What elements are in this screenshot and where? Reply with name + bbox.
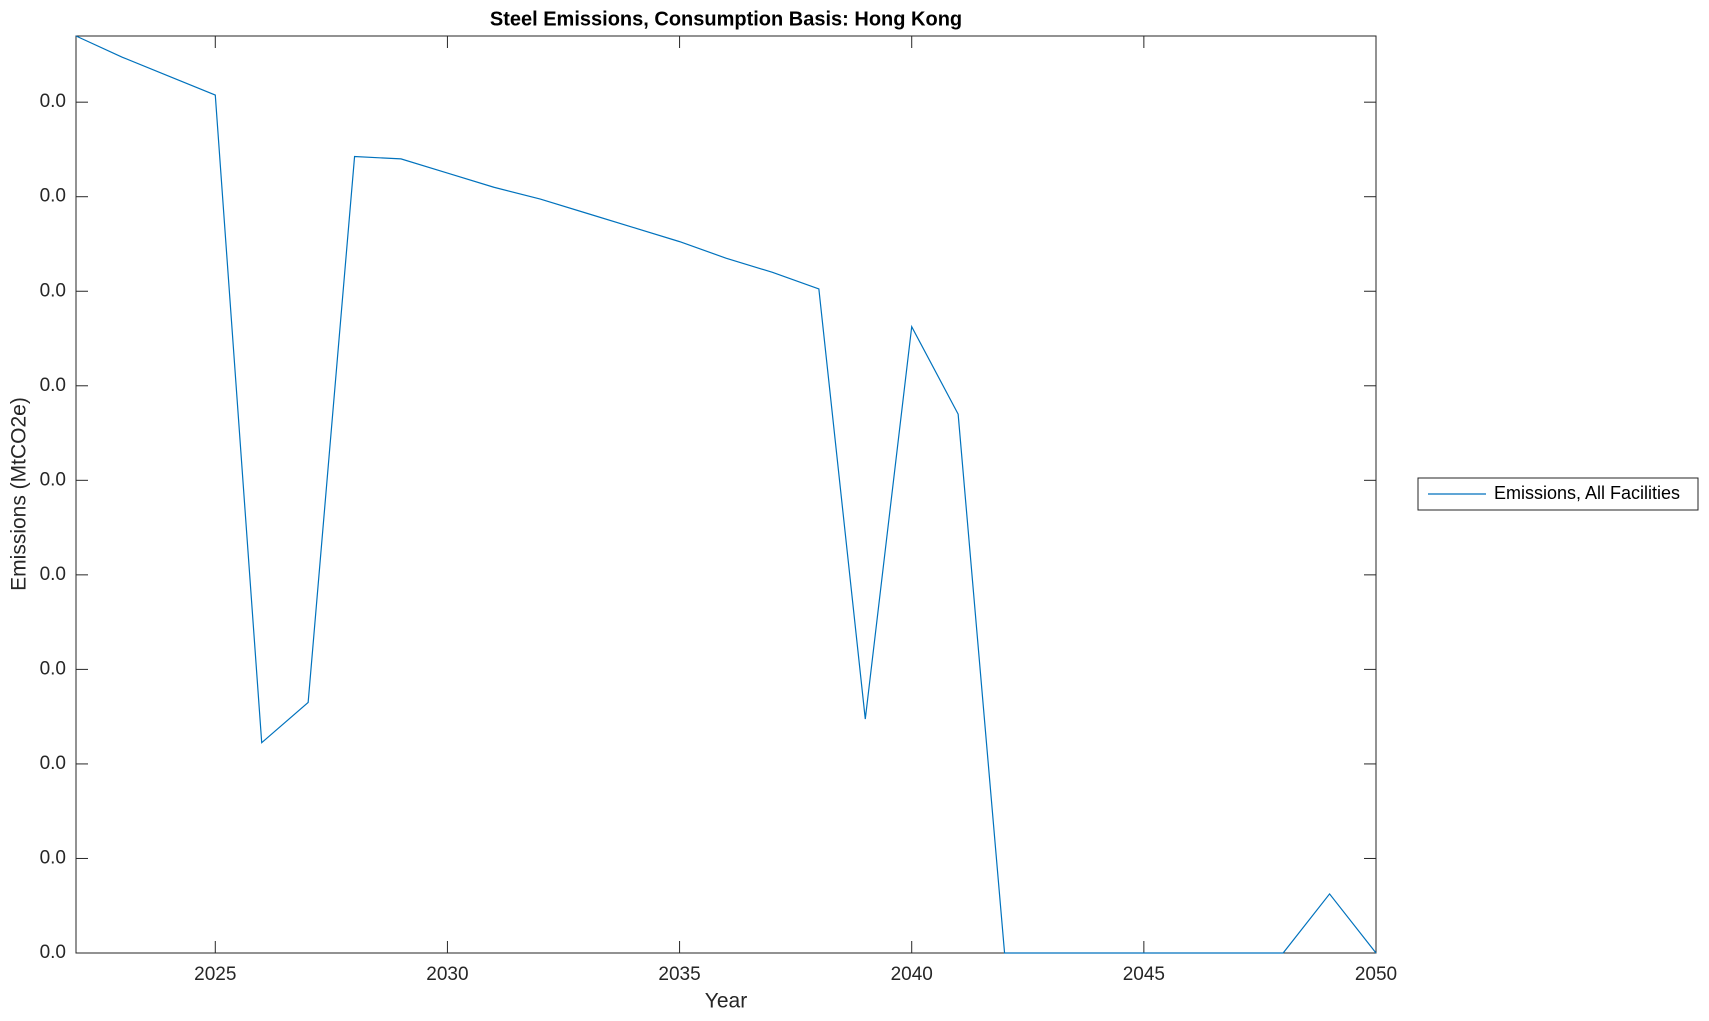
legend-label: Emissions, All Facilities: [1494, 483, 1680, 503]
x-tick-label: 2035: [658, 964, 700, 985]
y-tick-label: 0.0: [40, 847, 66, 868]
y-tick-label: 0.0: [40, 280, 66, 301]
y-tick-label: 0.0: [40, 753, 66, 774]
x-tick-label: 2045: [1123, 964, 1165, 985]
y-tick-label: 0.0: [40, 942, 66, 963]
y-axis-label: Emissions (MtCO2e): [8, 397, 31, 591]
chart-title: Steel Emissions, Consumption Basis: Hong…: [490, 8, 962, 30]
x-tick-label: 2030: [426, 964, 468, 985]
x-tick-label: 2040: [891, 964, 933, 985]
y-tick-label: 0.0: [40, 91, 66, 112]
data-line: [75, 35, 1377, 954]
plot-frame: [75, 35, 1377, 954]
y-tick-label: 0.0: [40, 564, 66, 585]
x-tick-label: 2050: [1355, 964, 1397, 985]
y-tick-label: 0.0: [40, 658, 66, 679]
y-tick-label: 0.0: [40, 469, 66, 490]
y-tick-label: 0.0: [40, 375, 66, 396]
x-tick-label: 2025: [194, 964, 236, 985]
x-axis-label: Year: [705, 990, 747, 1013]
y-tick-label: 0.0: [40, 186, 66, 207]
